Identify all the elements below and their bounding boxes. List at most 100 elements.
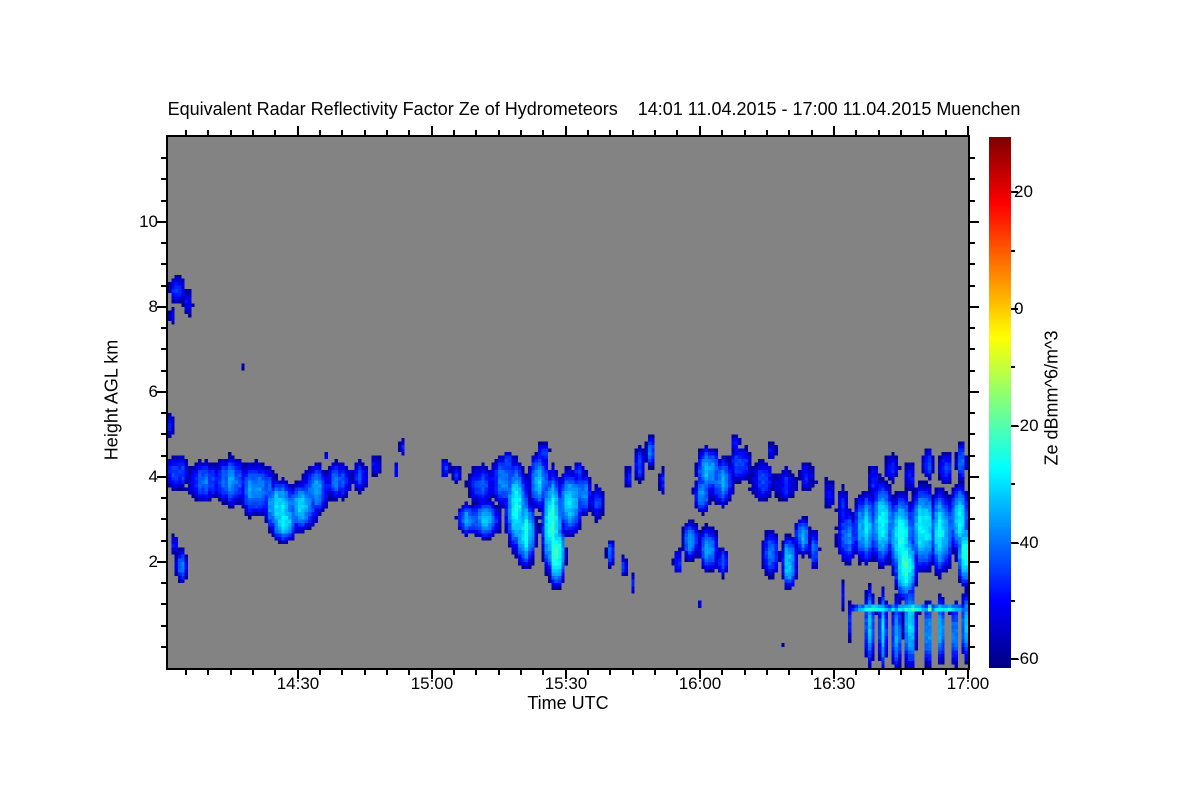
x-minor-tick <box>855 670 857 675</box>
y-minor-tick <box>161 603 166 605</box>
y-minor-tick <box>970 263 975 265</box>
x-minor-tick <box>319 130 321 135</box>
x-minor-tick <box>922 670 924 675</box>
x-minor-tick <box>609 670 611 675</box>
y-minor-tick <box>161 200 166 202</box>
x-minor-tick <box>811 130 813 135</box>
y-major-tick <box>157 476 166 478</box>
plot-area <box>166 135 970 670</box>
y-minor-tick <box>970 646 975 648</box>
colorbar-minor-tick <box>1011 366 1015 368</box>
colorbar-minor-tick <box>1011 600 1015 602</box>
x-minor-tick <box>654 670 656 675</box>
y-major-tick <box>970 476 979 478</box>
x-minor-tick <box>341 670 343 675</box>
colorbar-tick-label: 0 <box>1014 299 1024 318</box>
y-minor-tick <box>970 327 975 329</box>
colorbar-gradient <box>989 137 1011 668</box>
y-tick-label: 10 <box>139 212 158 231</box>
y-major-tick <box>157 306 166 308</box>
colorbar-major-tick <box>1011 308 1018 310</box>
y-minor-tick <box>970 497 975 499</box>
y-minor-tick <box>161 412 166 414</box>
y-minor-tick <box>970 540 975 542</box>
x-major-tick <box>297 126 299 135</box>
x-tick-label: 16:00 <box>678 674 722 693</box>
y-minor-tick <box>970 242 975 244</box>
x-minor-tick <box>721 670 723 675</box>
y-minor-tick <box>161 518 166 520</box>
x-minor-tick <box>788 670 790 675</box>
x-minor-tick <box>609 130 611 135</box>
y-major-tick <box>970 391 979 393</box>
y-minor-tick <box>970 412 975 414</box>
radar-heatmap-canvas <box>168 137 968 668</box>
y-minor-tick <box>970 518 975 520</box>
x-minor-tick <box>587 130 589 135</box>
y-minor-tick <box>161 263 166 265</box>
x-minor-tick <box>498 670 500 675</box>
x-minor-tick <box>587 670 589 675</box>
x-minor-tick <box>341 130 343 135</box>
y-minor-tick <box>970 455 975 457</box>
x-minor-tick <box>408 670 410 675</box>
y-tick-label: 2 <box>148 552 158 571</box>
y-minor-tick <box>970 433 975 435</box>
x-tick-label: 17:00 <box>946 674 990 693</box>
y-minor-tick <box>161 582 166 584</box>
colorbar-major-tick <box>1011 658 1018 660</box>
x-tick-label: 14:30 <box>276 674 320 693</box>
x-minor-tick <box>632 130 634 135</box>
x-minor-tick <box>319 670 321 675</box>
x-minor-tick <box>632 670 634 675</box>
x-minor-tick <box>520 130 522 135</box>
y-major-tick <box>970 561 979 563</box>
x-minor-tick <box>230 130 232 135</box>
y-minor-tick <box>161 348 166 350</box>
x-minor-tick <box>766 130 768 135</box>
x-minor-tick <box>811 670 813 675</box>
x-minor-tick <box>475 130 477 135</box>
x-minor-tick <box>274 670 276 675</box>
x-minor-tick <box>878 670 880 675</box>
x-major-tick <box>833 670 835 679</box>
x-minor-tick <box>453 670 455 675</box>
x-minor-tick <box>945 670 947 675</box>
colorbar-major-tick <box>1011 542 1018 544</box>
y-minor-tick <box>161 157 166 159</box>
colorbar-tick-label: -60 <box>1014 649 1039 668</box>
x-minor-tick <box>542 130 544 135</box>
x-minor-tick <box>900 130 902 135</box>
x-minor-tick <box>900 670 902 675</box>
x-major-tick <box>699 126 701 135</box>
y-minor-tick <box>161 327 166 329</box>
x-major-tick <box>565 126 567 135</box>
x-major-tick <box>699 670 701 679</box>
x-minor-tick <box>788 130 790 135</box>
x-minor-tick <box>878 130 880 135</box>
x-minor-tick <box>364 130 366 135</box>
colorbar-tick-label: 20 <box>1014 182 1033 201</box>
y-minor-tick <box>970 370 975 372</box>
x-tick-label: 15:00 <box>410 674 454 693</box>
x-minor-tick <box>498 130 500 135</box>
y-tick-label: 6 <box>148 382 158 401</box>
y-minor-tick <box>161 497 166 499</box>
y-minor-tick <box>161 285 166 287</box>
y-major-tick <box>970 221 979 223</box>
colorbar-major-tick <box>1011 191 1018 193</box>
x-minor-tick <box>185 670 187 675</box>
colorbar-minor-tick <box>1011 250 1015 252</box>
colorbar-major-tick <box>1011 425 1018 427</box>
x-minor-tick <box>386 130 388 135</box>
x-minor-tick <box>766 670 768 675</box>
y-tick-label: 8 <box>148 297 158 316</box>
x-minor-tick <box>252 130 254 135</box>
y-minor-tick <box>161 646 166 648</box>
x-major-tick <box>431 670 433 679</box>
y-minor-tick <box>161 455 166 457</box>
x-minor-tick <box>654 130 656 135</box>
x-minor-tick <box>744 130 746 135</box>
x-minor-tick <box>721 130 723 135</box>
